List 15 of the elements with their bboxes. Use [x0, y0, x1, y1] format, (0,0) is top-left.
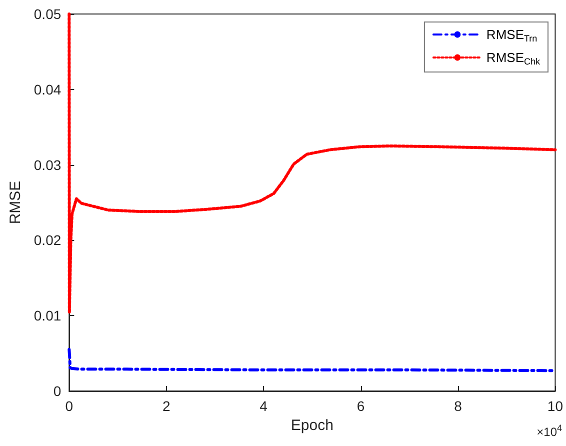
y-tick-label: 0.04 — [34, 81, 62, 98]
x-tick-label: 4 — [260, 398, 268, 414]
y-tick-label: 0.05 — [34, 6, 62, 22]
x-tick-label: 8 — [454, 398, 462, 414]
x-tick-label: 10 — [547, 398, 564, 414]
y-tick-label: 0 — [53, 383, 62, 399]
y-tick-label: 0.01 — [34, 308, 62, 324]
y-axis-title: RMSE — [7, 180, 24, 224]
y-tick-label: 0.03 — [34, 156, 62, 173]
y-tick-label: 0.02 — [34, 232, 62, 248]
x-tick-label: 6 — [356, 398, 365, 414]
x-tick-label: 2 — [162, 398, 170, 414]
line-series — [68, 12, 557, 314]
x-axis-title: Epoch — [290, 416, 334, 434]
x-tick-label: 0 — [65, 398, 74, 414]
